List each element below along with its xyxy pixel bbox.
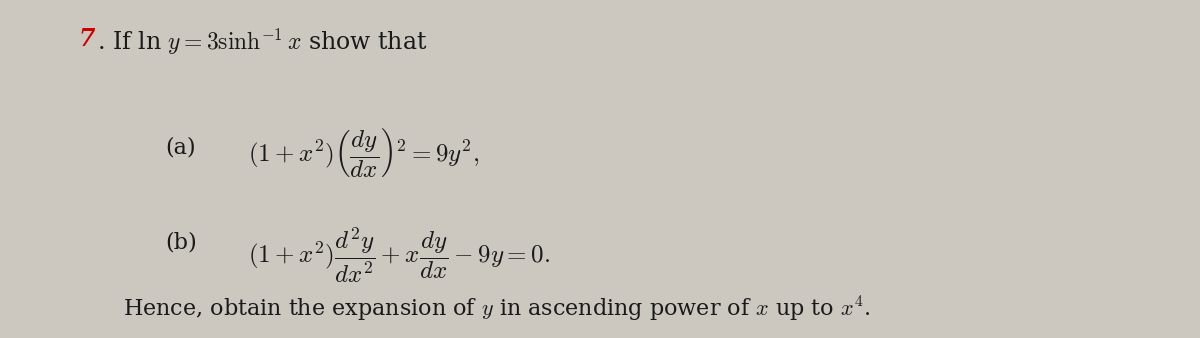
Text: $(1 + x^2)\dfrac{d^2y}{dx^2} + x\dfrac{dy}{dx} - 9y = 0.$: $(1 + x^2)\dfrac{d^2y}{dx^2} + x\dfrac{d… [248,225,551,285]
Text: (b): (b) [166,232,197,254]
Text: 7: 7 [78,27,95,51]
Text: (a): (a) [166,136,196,158]
Text: . If ln $y = 3\sinh^{-1}x$ show that: . If ln $y = 3\sinh^{-1}x$ show that [97,27,427,57]
Text: Hence, obtain the expansion of $y$ in ascending power of $x$ up to $x^4$.: Hence, obtain the expansion of $y$ in as… [124,295,871,324]
Text: $(1 + x^2)\left(\dfrac{dy}{dx}\right)^2 = 9y^2,$: $(1 + x^2)\left(\dfrac{dy}{dx}\right)^2 … [248,126,480,179]
